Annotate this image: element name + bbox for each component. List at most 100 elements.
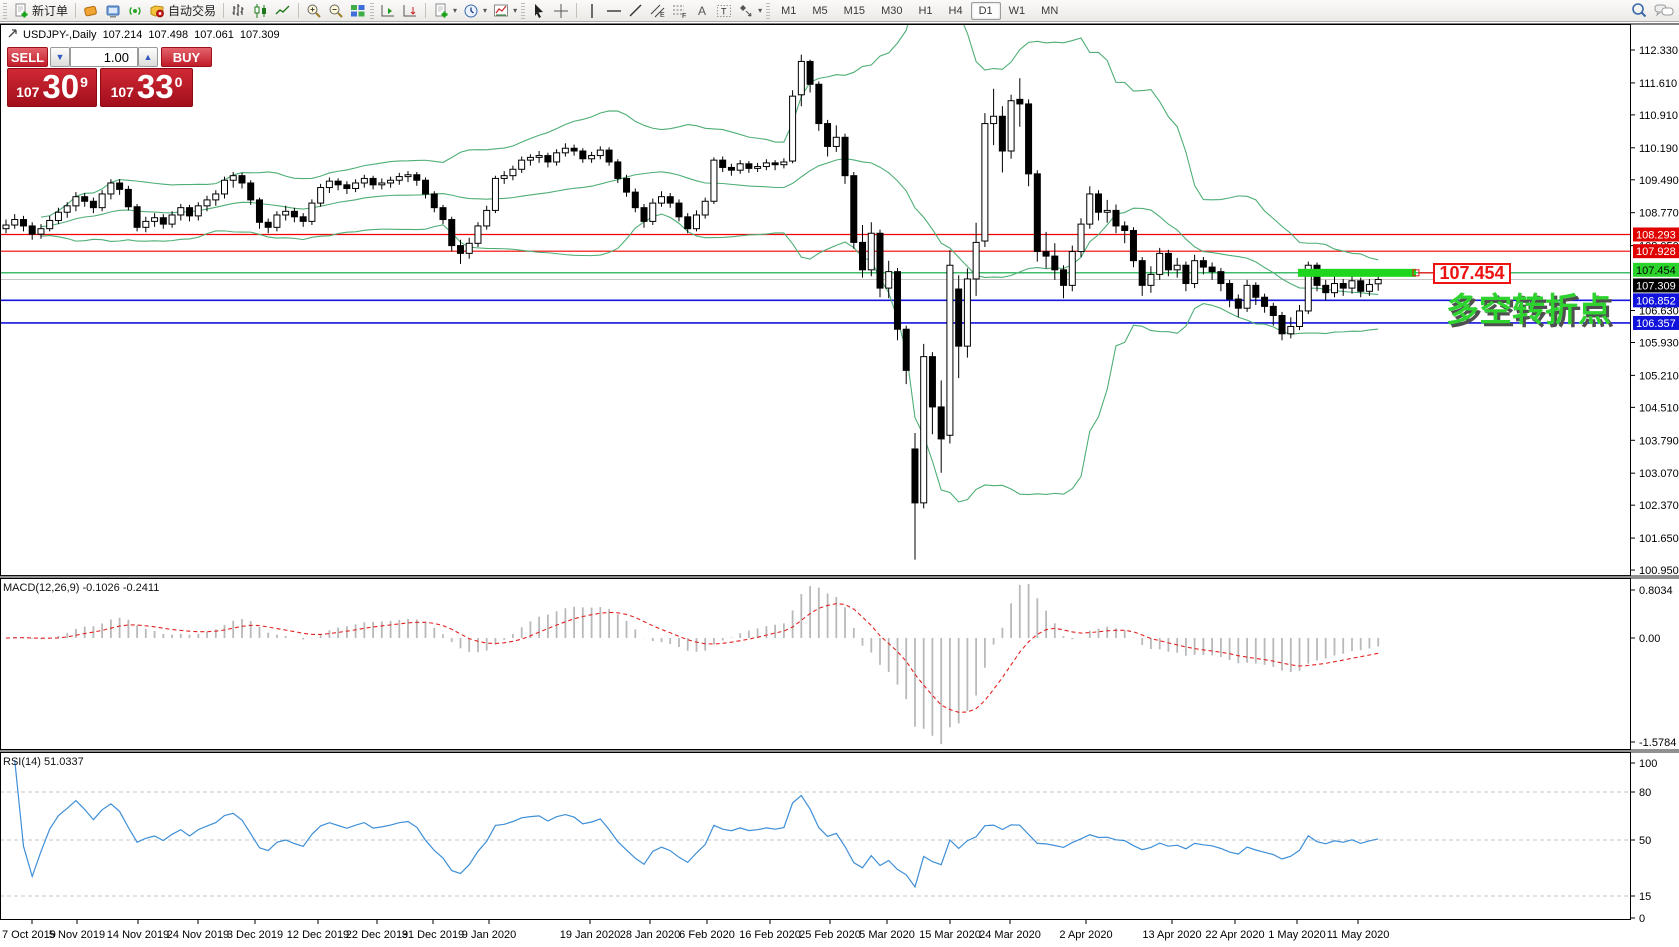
volume-input[interactable]	[70, 47, 138, 67]
timeframe-W1-button[interactable]: W1	[1008, 4, 1026, 17]
svg-text:31 Dec 2019: 31 Dec 2019	[402, 929, 464, 941]
sell-price-point: 9	[80, 74, 88, 90]
line-icon	[275, 3, 291, 19]
svg-text:109.490: 109.490	[1639, 175, 1679, 187]
zoom-in-button[interactable]	[303, 1, 325, 21]
svg-text:-1.5784: -1.5784	[1639, 737, 1676, 749]
crosshair-button[interactable]	[550, 1, 572, 21]
fibonacci-button[interactable]: F	[669, 1, 691, 21]
svg-text:103.070: 103.070	[1639, 468, 1679, 480]
shapes-button[interactable]: ▾	[735, 1, 765, 21]
buy-button[interactable]: BUY	[161, 47, 212, 67]
A-icon: A	[694, 3, 710, 19]
zoom-in-icon	[306, 3, 322, 19]
auto-trading-button[interactable]: 自动交易	[146, 1, 219, 21]
channel-icon: E	[650, 3, 666, 19]
tline-icon	[628, 3, 644, 19]
price-callout[interactable]: 107.454	[1433, 263, 1511, 284]
svg-text:100.950: 100.950	[1639, 565, 1679, 577]
zoom-out-button[interactable]	[325, 1, 347, 21]
svg-text:15: 15	[1639, 891, 1651, 903]
svg-text:106.357: 106.357	[1636, 318, 1676, 330]
text-button[interactable]: A	[691, 1, 713, 21]
svg-text:12 Dec 2019: 12 Dec 2019	[287, 929, 349, 941]
blue-monitor-icon	[105, 3, 121, 19]
svg-text:110.910: 110.910	[1639, 110, 1678, 122]
svg-text:11 May 2020: 11 May 2020	[1327, 929, 1390, 941]
macd-panel: MACD(12,26,9) -0.1026 -0.2411 0.8034 0.00 -…	[0, 578, 1676, 750]
hline-icon	[606, 3, 622, 19]
chevron-down-icon: ▾	[513, 6, 518, 15]
svg-text:1 May 2020: 1 May 2020	[1268, 929, 1325, 941]
chart-list-button[interactable]	[80, 1, 102, 21]
text-label-button[interactable]: T	[713, 1, 735, 21]
chevron-down-icon: ▾	[483, 6, 488, 15]
vline-icon	[584, 3, 600, 19]
shapes-icon	[738, 3, 754, 19]
svg-text:5 Mar 2020: 5 Mar 2020	[859, 929, 915, 941]
templates-button[interactable]: ▾	[430, 1, 460, 21]
scroll-icon	[402, 3, 418, 19]
svg-text:50: 50	[1639, 835, 1651, 847]
timeframe-M30-button[interactable]: M30	[881, 4, 903, 17]
cursor-button[interactable]	[528, 1, 550, 21]
line-chart-button[interactable]	[272, 1, 294, 21]
toolbar-grip	[521, 2, 526, 19]
svg-text:0.00: 0.00	[1639, 633, 1660, 645]
volume-decrease-button[interactable]: ▼	[50, 47, 70, 67]
chart-title: USDJPY-,Daily 107.214 107.498 107.061 10…	[8, 29, 280, 41]
market-watch-button[interactable]	[102, 1, 124, 21]
toolbar-grip	[766, 2, 771, 19]
horizontal-line-button[interactable]	[603, 1, 625, 21]
svg-text:108.293: 108.293	[1636, 229, 1676, 241]
svg-text:16 Feb 2020: 16 Feb 2020	[739, 929, 801, 941]
bars-chart-button[interactable]	[228, 1, 250, 21]
svg-text:22 Dec 2019: 22 Dec 2019	[346, 929, 408, 941]
signals-button[interactable]	[124, 1, 146, 21]
toolbar: 新订单 自动交易 ▾ ▾ ▾ E F A T ▾ M1 M5 M15 M30 H1 H4 D1 W1 MN	[0, 0, 1679, 22]
svg-text:107.928: 107.928	[1636, 246, 1676, 258]
search-button[interactable]	[1627, 1, 1651, 21]
annotation-text[interactable]: 多空转折点	[1446, 291, 1611, 328]
indicators-button[interactable]: ▾	[490, 1, 520, 21]
new-order-button[interactable]: 新订单	[10, 1, 71, 21]
sell-price-pips: 30	[42, 68, 80, 105]
T-icon: T	[716, 3, 732, 19]
buy-price-box[interactable]: 107 33 0	[100, 68, 193, 107]
candles-chart-button[interactable]	[250, 1, 272, 21]
equidistant-channel-button[interactable]: E	[647, 1, 669, 21]
cursor-icon	[531, 3, 547, 19]
vertical-line-button[interactable]	[581, 1, 603, 21]
svg-text:80: 80	[1639, 787, 1651, 799]
toolbar-separator	[75, 3, 77, 18]
tile-windows-button[interactable]	[347, 1, 369, 21]
zoom-out-icon	[328, 3, 344, 19]
svg-text:105.210: 105.210	[1639, 370, 1679, 382]
timeframe-H4-button[interactable]: H4	[948, 4, 963, 17]
svg-text:25 Feb 2020: 25 Feb 2020	[799, 929, 861, 941]
timeframe-M15-button[interactable]: M15	[843, 4, 866, 17]
timeframe-M1-button[interactable]: M1	[781, 4, 797, 17]
sell-price-box[interactable]: 107 30 9	[7, 68, 97, 107]
trendline-button[interactable]	[625, 1, 647, 21]
volume-increase-button[interactable]: ▲	[138, 47, 158, 67]
toolbar-separator	[223, 3, 225, 18]
chat-icon	[1654, 3, 1674, 19]
auto-scroll-button[interactable]	[399, 1, 421, 21]
timeframe-H1-button[interactable]: H1	[918, 4, 933, 17]
svg-text:103.790: 103.790	[1639, 435, 1679, 447]
chat-button[interactable]	[1651, 1, 1677, 21]
timeframe-M5-button[interactable]: M5	[812, 4, 828, 17]
bars-icon	[231, 3, 247, 19]
doc-plus-icon	[13, 3, 29, 19]
timeframe-D1-button[interactable]: D1	[970, 1, 1001, 20]
sell-button[interactable]: SELL	[7, 47, 48, 67]
timeframe-MN-button[interactable]: MN	[1041, 4, 1059, 17]
chart-shift-button[interactable]	[377, 1, 399, 21]
svg-text:19 Jan 2020: 19 Jan 2020	[560, 929, 621, 941]
svg-text:RSI(14) 51.0337: RSI(14) 51.0337	[3, 756, 84, 768]
periods-button[interactable]: ▾	[460, 1, 490, 21]
